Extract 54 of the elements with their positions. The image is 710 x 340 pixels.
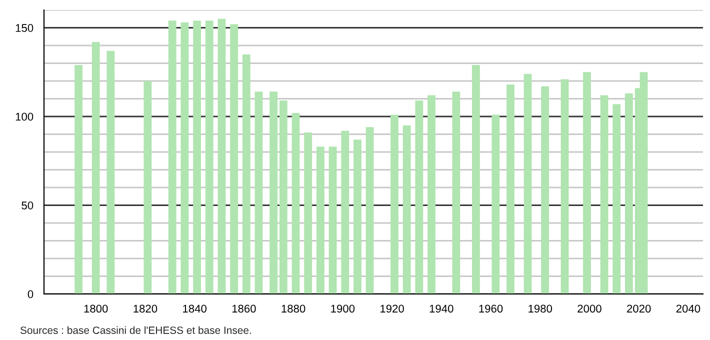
bar: [428, 95, 436, 294]
bar: [304, 132, 312, 294]
x-tick-label: 1900: [331, 304, 355, 313]
bar: [452, 92, 460, 294]
x-tick-label: 1840: [183, 304, 206, 313]
x-tick-label: 1940: [430, 304, 454, 313]
bar: [254, 92, 263, 294]
bar: [366, 127, 374, 294]
bar: [583, 72, 591, 294]
x-tick-label: 2040: [676, 304, 700, 313]
bar: [230, 24, 238, 294]
y-tick-label: 150: [16, 24, 34, 32]
source-note: Sources : base Cassini de l'EHESS et base Insee.: [20, 326, 251, 334]
bar: [524, 74, 532, 294]
bar: [560, 79, 569, 294]
bar: [279, 100, 288, 294]
bar: [541, 86, 549, 294]
bar: [415, 100, 424, 294]
bar: [168, 20, 176, 294]
x-tick-label: 2000: [578, 304, 602, 313]
bar: [205, 20, 214, 294]
x-tick-label: 2020: [627, 304, 651, 313]
bar: [506, 84, 514, 294]
bar: [106, 50, 115, 294]
x-tick-label: 1860: [232, 304, 256, 313]
bar: [180, 22, 189, 294]
bar: [390, 114, 398, 294]
bar: [242, 54, 250, 294]
x-tick-label: 1820: [134, 304, 158, 313]
x-tick-label: 1960: [479, 304, 503, 313]
bar: [612, 104, 621, 294]
y-tick-label: 50: [22, 202, 34, 210]
bar: [144, 81, 152, 294]
bar: [193, 20, 201, 294]
x-tick-label: 1800: [84, 304, 108, 313]
bar: [492, 114, 500, 294]
x-tick-label: 1980: [528, 304, 552, 313]
x-tick-label: 1920: [380, 304, 404, 313]
bar: [74, 65, 83, 294]
bar: [328, 146, 337, 294]
bar: [316, 146, 324, 294]
bar: [341, 130, 350, 294]
bar: [625, 93, 633, 294]
bar: [92, 42, 100, 294]
bar: [354, 140, 362, 294]
bar: [402, 125, 411, 294]
bar: [600, 95, 608, 294]
bar: [292, 112, 300, 294]
bar: [270, 92, 278, 294]
x-tick-label: 1880: [282, 304, 306, 313]
bar: [218, 18, 226, 294]
y-tick-label: 0: [28, 290, 34, 298]
y-tick-label: 100: [16, 112, 34, 121]
bar: [472, 65, 480, 294]
